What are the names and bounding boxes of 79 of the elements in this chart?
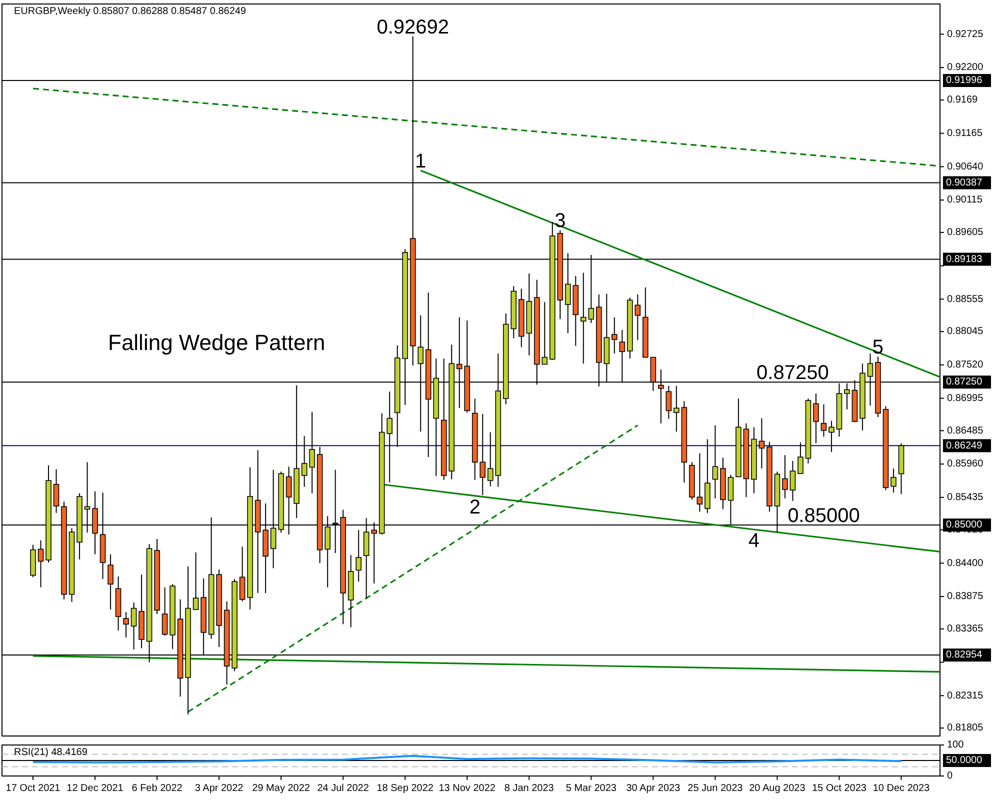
candlestick <box>782 454 788 499</box>
ref-line-label: 0.85000 <box>946 520 983 531</box>
candlestick <box>890 468 896 494</box>
y-tick-label: 0.85435 <box>947 492 984 504</box>
annotation: 0.85000 <box>788 505 860 528</box>
x-tick-label: 10 Dec 2023 <box>872 783 930 794</box>
annotation: 1 <box>415 150 426 172</box>
y-tick-label: 0.9169 <box>947 94 978 106</box>
y-tick-label: 0.92200 <box>947 62 984 74</box>
x-tick-label: 8 Jan 2023 <box>504 783 554 794</box>
y-tick-label: 0.82315 <box>947 690 984 702</box>
ref-line-label: 0.89183 <box>946 254 983 265</box>
y-tick-label: 0.83875 <box>947 591 984 602</box>
chart-title: RSI(21) 48.4169 <box>14 747 88 758</box>
annotation: 0.92692 <box>376 16 450 38</box>
annotation: Falling Wedge Pattern <box>108 330 326 356</box>
x-tick-label: 3 Apr 2022 <box>194 783 244 794</box>
y-tick-label: 0.90115 <box>947 194 983 206</box>
candlestick <box>38 540 44 588</box>
x-tick-label: 29 May 2022 <box>252 783 310 794</box>
candlestick <box>813 393 819 444</box>
ref-line-label: 0.82954 <box>946 650 983 661</box>
x-tick-label: 13 Nov 2022 <box>438 783 496 794</box>
y-tick-label: 0.88555 <box>947 294 984 305</box>
ref-line-label: 0.87250 <box>946 376 983 388</box>
candlestick <box>666 385 672 420</box>
candlestick <box>356 530 362 582</box>
candlestick <box>53 468 60 514</box>
y-tick-label: 0.81805 <box>947 722 984 734</box>
candlestick <box>192 552 199 610</box>
x-tick-label: 17 Oct 2021 <box>6 783 61 794</box>
y-tick-label: 0.88045 <box>947 326 984 338</box>
chart-title: EURGBP,Weekly 0.85807 0.86288 0.85487 0.86249 <box>14 6 246 17</box>
candlestick <box>674 385 680 432</box>
y-tick-label: 0.87520 <box>947 360 984 371</box>
ref-line-label: 0.86249 <box>946 440 983 452</box>
candlestick <box>580 272 586 364</box>
x-tick-label: 18 Sep 2022 <box>376 783 434 794</box>
y-tick-label: 0.86995 <box>947 392 984 404</box>
candlestick <box>123 612 129 638</box>
candlestick <box>239 546 246 602</box>
candlestick <box>108 554 114 610</box>
candlestick <box>612 316 618 354</box>
annotation: 0.87250 <box>756 362 829 384</box>
x-tick-label: 25 Jun 2023 <box>688 783 744 794</box>
y-tick-label: 0.85960 <box>947 458 984 470</box>
candlestick <box>758 418 765 469</box>
candlestick <box>309 411 315 494</box>
x-tick-label: 20 Aug 2023 <box>749 783 806 794</box>
y-tick-label: 0.83365 <box>947 624 984 635</box>
y-tick-label: 100 <box>947 740 964 751</box>
y-tick-label: 0.90640 <box>947 161 984 172</box>
candlestick <box>798 442 804 474</box>
ref-line-label: 0.90387 <box>946 177 983 188</box>
candlestick <box>130 602 137 650</box>
candlestick <box>712 424 718 499</box>
annotation: 4 <box>748 530 760 552</box>
y-tick-label: 0.92725 <box>947 28 984 40</box>
candlestick <box>828 420 834 452</box>
x-tick-label: 5 Mar 2023 <box>566 783 617 794</box>
candlestick <box>301 436 308 488</box>
ref-line-label: 0.91996 <box>946 75 983 86</box>
y-tick-label: 0.86485 <box>947 425 984 436</box>
annotation: 2 <box>469 496 480 518</box>
x-tick-label: 24 Jul 2022 <box>317 783 370 794</box>
y-tick-label: 0.84400 <box>947 558 984 569</box>
candlestick <box>162 586 168 636</box>
x-tick-label: 12 Dec 2021 <box>66 783 124 794</box>
candlestick <box>696 452 703 512</box>
y-tick-label: 0.91165 <box>947 128 983 139</box>
candlestick <box>820 404 827 438</box>
y-tick-label: 0.89605 <box>947 227 984 238</box>
y-tick-label: 0 <box>947 770 953 782</box>
x-tick-label: 15 Oct 2023 <box>812 783 867 794</box>
candlestick <box>634 294 641 341</box>
x-tick-label: 30 Apr 2023 <box>626 783 681 794</box>
ref-line-label: 50.0000 <box>946 755 983 766</box>
x-tick-label: 6 Feb 2022 <box>132 783 183 794</box>
candlestick <box>790 460 796 502</box>
